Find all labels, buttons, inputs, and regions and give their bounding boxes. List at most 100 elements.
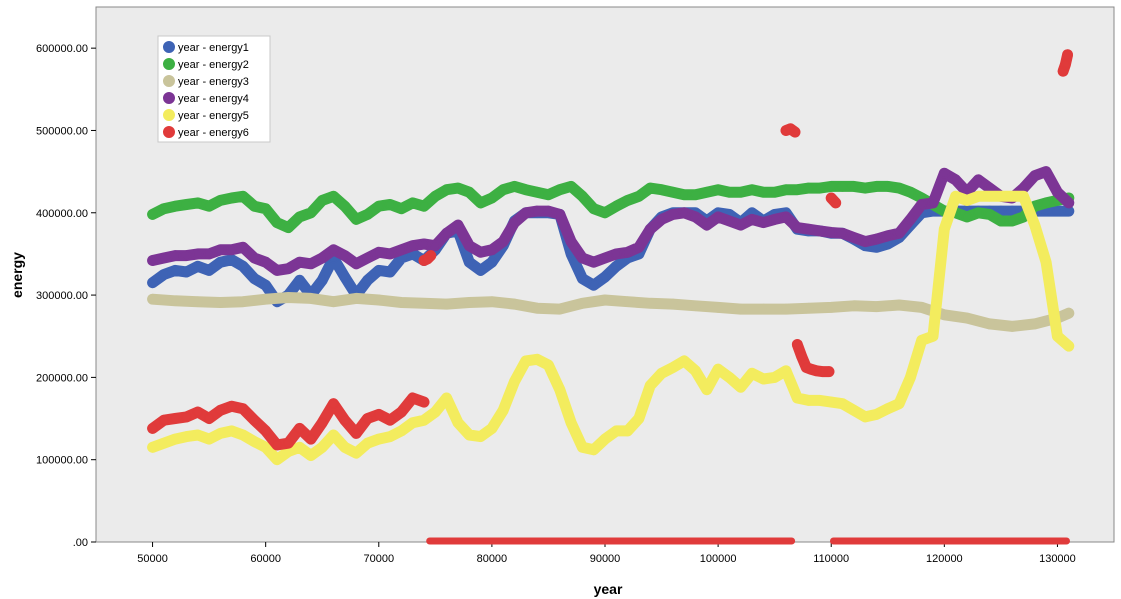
legend-marker (163, 75, 175, 87)
series-1-point (1052, 205, 1063, 217)
series-2-point (158, 203, 170, 214)
series-6-point (418, 396, 430, 408)
series-6-point (271, 439, 283, 451)
series-3-point (237, 296, 249, 308)
series-2-point (599, 207, 611, 219)
series-6-trail (825, 192, 842, 209)
series-5-point (1029, 219, 1041, 231)
series-2-point (622, 195, 633, 206)
series-4-point (158, 252, 170, 264)
series-6-point (1062, 49, 1073, 61)
series-3-point (328, 296, 339, 308)
series-5-point (1018, 191, 1029, 202)
series-2-point (644, 182, 656, 194)
x-tick-label: 90000 (590, 553, 621, 565)
series-6-point (796, 351, 808, 363)
series-6-point (800, 362, 812, 373)
series-2-point (837, 181, 848, 192)
series-5-point (667, 362, 679, 373)
series-6-point (215, 404, 226, 416)
series-5-point (429, 406, 441, 418)
series-5-point (916, 334, 928, 346)
series-4-point (486, 244, 498, 256)
x-axis: 50000 60000 70000 80000 90000 100000 110000 120… (137, 542, 1076, 565)
y-tick-label: 400000.00 (36, 208, 88, 220)
series-4-point (565, 236, 577, 247)
series-2-point (362, 209, 373, 220)
series-5-point (644, 380, 656, 391)
series-5-point (316, 441, 328, 453)
series-2-point (667, 186, 679, 198)
series-4-point (769, 214, 781, 225)
series-3-point (848, 300, 860, 312)
series-6-point (791, 339, 803, 350)
series-5-point (995, 191, 1007, 202)
series-5-point (328, 429, 339, 441)
series-5-point (588, 444, 600, 456)
series-2-point (893, 182, 905, 194)
series-3-point (509, 298, 520, 310)
series-4-point (690, 211, 701, 223)
series-3-point (1029, 318, 1041, 330)
series-6-point (249, 414, 260, 426)
x-tick-label: 110000 (813, 553, 849, 565)
series-6-point (407, 392, 419, 404)
series-2-point (577, 191, 588, 202)
series-6-point (362, 413, 373, 424)
series-1-point (294, 274, 305, 286)
series-5-point (803, 395, 814, 406)
series-2-point (565, 181, 577, 192)
series-5-point (837, 398, 848, 410)
series-6-point (816, 366, 828, 377)
series-3-point (1063, 307, 1075, 319)
series-4-point (271, 265, 283, 276)
series-4-point (203, 248, 215, 260)
x-tick-label: 70000 (363, 553, 394, 565)
series-3-point (712, 302, 724, 313)
series-5-point (384, 431, 396, 442)
series-4-point (599, 252, 611, 264)
series-5-point (712, 363, 724, 375)
series-2-point (396, 203, 407, 214)
series-6-point (811, 365, 822, 377)
series-5-point (972, 191, 984, 202)
series-5-point (780, 365, 792, 377)
series-2-point (147, 209, 158, 220)
series-4-point (215, 244, 226, 256)
series-4-point (169, 250, 181, 261)
series-5-point (1052, 330, 1063, 342)
series-4-point (181, 250, 192, 261)
series-2-point (441, 184, 452, 195)
series-5-point (656, 367, 667, 379)
series-2-point (724, 186, 735, 198)
series-3-point (260, 293, 272, 305)
series-4-point (678, 207, 690, 219)
series-2-point (271, 217, 283, 228)
series-4-point (192, 248, 204, 260)
series-3-point (577, 297, 588, 309)
series-5-point (814, 395, 826, 406)
series-5-point (418, 414, 430, 426)
series-4-point (384, 248, 396, 260)
series-5-point (260, 441, 272, 453)
series-4-point (712, 211, 724, 223)
series-1-point (203, 265, 215, 276)
series-2-point (780, 184, 792, 195)
series-2-point (373, 200, 385, 212)
series-6-point (789, 126, 801, 138)
series-4-point (803, 223, 814, 235)
series-2-point (429, 191, 441, 202)
series-5-point (758, 373, 769, 385)
series-5-point (362, 437, 373, 449)
series-6-point (339, 414, 351, 426)
series-5-point (181, 431, 192, 442)
series-4-point (791, 222, 803, 233)
series-1-point (237, 260, 249, 272)
series-3-point (893, 299, 905, 311)
series-layer (147, 49, 1075, 466)
series-6-point (823, 366, 835, 377)
legend-label: year - energy2 (178, 59, 249, 71)
series-2-point (656, 184, 667, 195)
series-3-point (350, 293, 362, 304)
